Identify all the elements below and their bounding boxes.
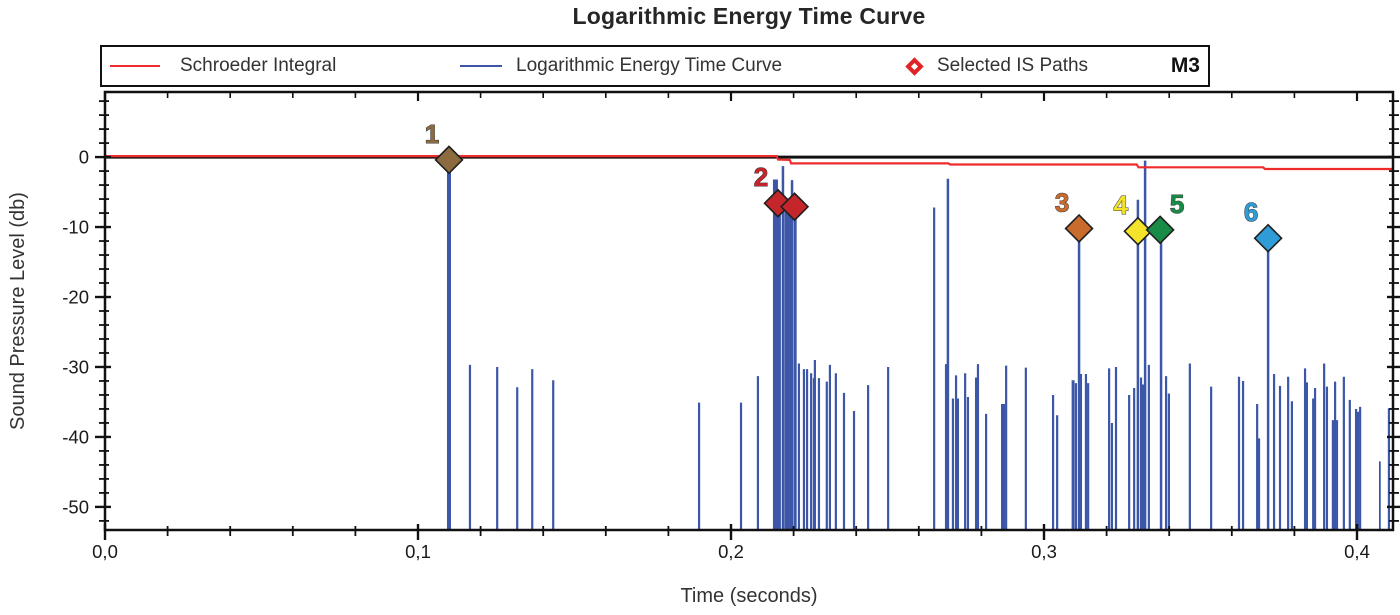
is-path-label-5: 5 xyxy=(1170,189,1184,219)
x-tick-label: 0,0 xyxy=(92,541,118,562)
blue-line-icon xyxy=(460,65,502,67)
x-tick-label: 0,1 xyxy=(405,541,431,562)
legend-label-schroeder: Schroeder Integral xyxy=(180,55,337,76)
is-path-marker-3 xyxy=(1064,213,1094,244)
is-path-label-4: 4 xyxy=(1114,190,1129,220)
y-tick-label: 0 xyxy=(79,147,89,168)
diamond-icon xyxy=(905,56,924,76)
x-tick-label: 0,2 xyxy=(718,541,744,562)
legend-item-schroeder: Schroeder Integral xyxy=(110,55,336,77)
legend-tag-m3: M3 xyxy=(1170,54,1200,77)
y-axis-title: Sound Pressure Level (db) xyxy=(7,192,29,430)
legend-label-etc: Logarithmic Energy Time Curve xyxy=(516,55,783,76)
legend-label-is-paths: Selected IS Paths xyxy=(937,55,1089,76)
y-tick-label: -30 xyxy=(62,356,89,377)
y-tick-label: -20 xyxy=(62,287,89,308)
y-tick-label: -10 xyxy=(62,217,89,238)
is-path-marker-6 xyxy=(1253,223,1283,253)
y-tick-label: -40 xyxy=(62,426,89,447)
x-axis-title: Time (seconds) xyxy=(680,585,817,607)
x-tick-label: 0,4 xyxy=(1344,541,1370,562)
red-line-icon xyxy=(110,65,160,67)
schroeder-line xyxy=(105,155,1393,171)
legend-item-etc: Logarithmic Energy Time Curve xyxy=(460,55,782,77)
is-path-marker-5 xyxy=(1145,215,1175,245)
is-path-label-6: 6 xyxy=(1244,197,1258,227)
x-tick-label: 0,3 xyxy=(1031,541,1057,562)
is-path-label-3: 3 xyxy=(1055,187,1069,217)
chart-title: Logarithmic Energy Time Curve xyxy=(572,3,926,29)
is-path-marker-1 xyxy=(434,145,464,175)
is-path-marker-2b xyxy=(779,192,810,222)
is-path-label-2: 2 xyxy=(754,162,768,192)
legend: Schroeder Integral Logarithmic Energy Ti… xyxy=(100,45,1210,87)
legend-item-is-paths: Selected IS Paths xyxy=(905,55,1089,77)
y-tick-label: -50 xyxy=(62,496,89,517)
is-path-marker-4 xyxy=(1123,216,1153,246)
is-path-label-1: 1 xyxy=(425,119,439,149)
